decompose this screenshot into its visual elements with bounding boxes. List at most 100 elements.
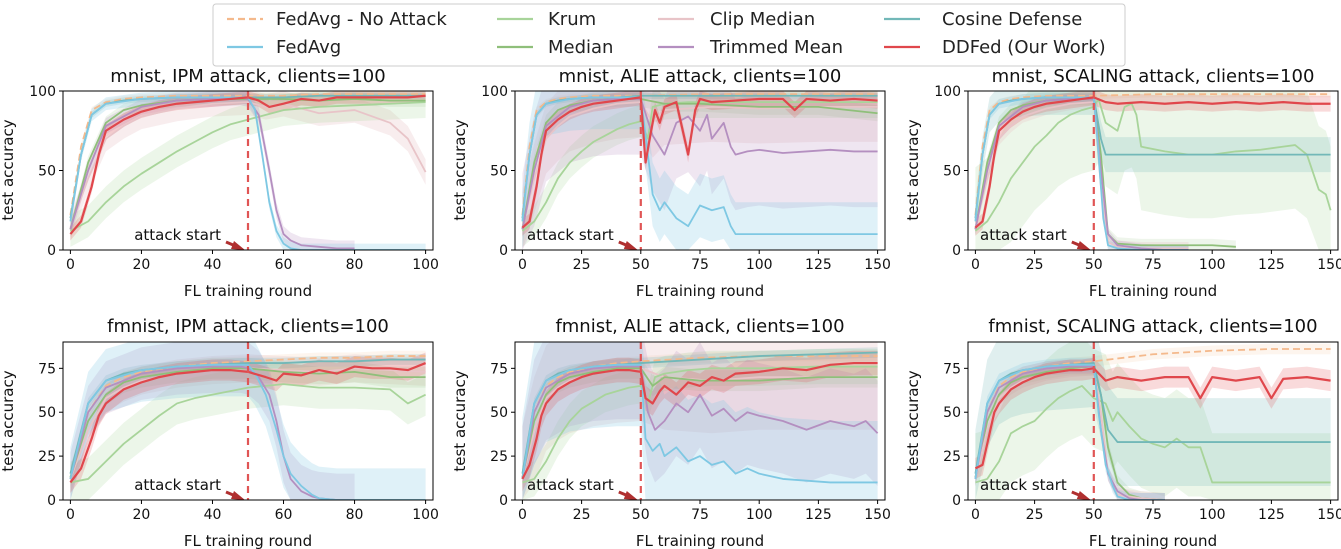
series-line-ddfed bbox=[521, 96, 878, 229]
x-tick-label: 150 bbox=[1317, 507, 1341, 523]
series-line-fedavg-no-attack bbox=[69, 93, 426, 216]
series-line-trimmed-mean bbox=[69, 96, 355, 250]
y-tick-label: 50 bbox=[490, 164, 508, 180]
x-tick-label: 150 bbox=[864, 257, 891, 273]
x-tick-label: 20 bbox=[133, 507, 151, 523]
plot-area bbox=[974, 342, 1331, 500]
y-axis-label: test accuracy bbox=[451, 119, 469, 220]
series-line-ddfed bbox=[974, 367, 1331, 470]
band-trimmed-mean bbox=[522, 342, 878, 500]
series-line-fedavg bbox=[521, 96, 878, 236]
attack-start-arrowhead bbox=[231, 241, 245, 250]
attack-start-arrowhead bbox=[231, 491, 245, 500]
x-tick-label: 40 bbox=[204, 257, 222, 273]
panel-mnist-ipm: mnist, IPM attack, clients=100 FL traini… bbox=[0, 66, 439, 300]
legend-label-median: Median bbox=[548, 37, 613, 58]
x-tick-label: 0 bbox=[518, 257, 527, 273]
legend-entry-krum: Krum bbox=[497, 9, 596, 30]
series-line-krum bbox=[975, 384, 1331, 484]
band-krum bbox=[70, 363, 426, 500]
x-tick-label: 125 bbox=[805, 257, 832, 273]
y-tick-label: 50 bbox=[38, 405, 56, 421]
band-ddfed bbox=[975, 357, 1331, 479]
x-tick-label: 100 bbox=[412, 507, 439, 523]
y-axis-label: test accuracy bbox=[904, 370, 922, 471]
y-tick-label: 0 bbox=[952, 243, 961, 259]
x-axis-label: FL training round bbox=[184, 282, 312, 300]
series-line-clip-median bbox=[69, 101, 427, 229]
x-tick-label: 125 bbox=[805, 507, 832, 523]
series-line-fedavg bbox=[974, 363, 1165, 500]
panel-title: mnist, ALIE attack, clients=100 bbox=[559, 66, 842, 87]
y-axis-label: test accuracy bbox=[0, 370, 17, 471]
band-cosine-defense bbox=[975, 91, 1331, 236]
band-krum bbox=[522, 349, 878, 500]
y-axis-label: test accuracy bbox=[904, 119, 922, 220]
y-tick-label: 75 bbox=[490, 361, 508, 377]
band-krum bbox=[522, 91, 878, 247]
x-tick-label: 50 bbox=[1085, 257, 1103, 273]
series-line-trimmed-mean bbox=[69, 365, 355, 500]
y-tick-label: 0 bbox=[952, 493, 961, 509]
x-tick-label: 100 bbox=[412, 257, 439, 273]
band-median bbox=[70, 92, 426, 236]
series-line-fedavg-no-attack bbox=[974, 93, 1331, 216]
band-fedavg bbox=[70, 342, 426, 500]
x-tick-label: 80 bbox=[346, 507, 364, 523]
x-tick-label: 100 bbox=[746, 257, 773, 273]
attack-start-annotation: attack start bbox=[527, 226, 614, 244]
x-tick-label: 75 bbox=[691, 257, 709, 273]
panel-fmnist-ipm: fmnist, IPM attack, clients=100 FL train… bbox=[0, 316, 439, 549]
series-line-trimmed-mean bbox=[521, 365, 879, 480]
legend-label-krum: Krum bbox=[548, 9, 596, 30]
y-tick-label: 25 bbox=[943, 449, 961, 465]
series-line-fedavg bbox=[521, 363, 878, 484]
x-tick-label: 50 bbox=[632, 257, 650, 273]
y-tick-label: 75 bbox=[943, 361, 961, 377]
y-tick-label: 25 bbox=[490, 449, 508, 465]
y-tick-label: 100 bbox=[29, 84, 56, 100]
series-line-clip-median bbox=[521, 101, 878, 228]
panel-title: mnist, SCALING attack, clients=100 bbox=[992, 66, 1315, 87]
x-tick-label: 75 bbox=[1144, 507, 1162, 523]
y-tick-label: 100 bbox=[481, 84, 508, 100]
series-line-fedavg-no-attack bbox=[521, 93, 878, 216]
band-fedavg bbox=[70, 91, 426, 250]
series-line-krum bbox=[69, 101, 426, 232]
series-line-krum bbox=[70, 383, 426, 484]
band-fedavg bbox=[522, 91, 878, 250]
x-tick-label: 60 bbox=[275, 507, 293, 523]
x-tick-label: 0 bbox=[66, 257, 75, 273]
band-clip-median bbox=[522, 91, 878, 250]
x-axis-label: FL training round bbox=[636, 282, 764, 300]
band-clip-median bbox=[70, 354, 426, 493]
legend-label-fedavg: FedAvg bbox=[276, 37, 341, 58]
band-ddfed bbox=[975, 91, 1331, 236]
series-line-median bbox=[521, 367, 878, 478]
y-tick-label: 0 bbox=[47, 243, 56, 259]
legend-label-cosine-defense: Cosine Defense bbox=[942, 9, 1082, 30]
y-tick-label: 75 bbox=[38, 361, 56, 377]
legend-label-fedavg-no-attack: FedAvg - No Attack bbox=[276, 9, 447, 30]
attack-start-arrowhead bbox=[623, 491, 638, 500]
x-tick-label: 0 bbox=[66, 507, 75, 523]
band-ddfed bbox=[522, 91, 878, 236]
panel-mnist-scaling: mnist, SCALING attack, clients=100 FL tr… bbox=[904, 66, 1341, 300]
plot-area bbox=[521, 91, 878, 250]
x-tick-label: 20 bbox=[133, 257, 151, 273]
legend-entry-ddfed: DDFed (Our Work) bbox=[884, 37, 1106, 58]
x-tick-label: 25 bbox=[573, 257, 591, 273]
attack-start-annotation: attack start bbox=[134, 476, 221, 494]
band-fedavg bbox=[975, 92, 1189, 250]
x-tick-label: 0 bbox=[971, 507, 980, 523]
y-axis-label: test accuracy bbox=[0, 119, 17, 220]
legend-entry-fedavg-no-attack: FedAvg - No Attack bbox=[227, 9, 447, 30]
panel-title: fmnist, SCALING attack, clients=100 bbox=[988, 316, 1317, 337]
band-median bbox=[522, 357, 878, 488]
legend-entry-cosine-defense: Cosine Defense bbox=[884, 9, 1082, 30]
band-median bbox=[522, 91, 878, 238]
series-line-median bbox=[69, 367, 426, 478]
x-tick-label: 50 bbox=[1085, 507, 1103, 523]
series-line-ddfed bbox=[69, 362, 427, 484]
